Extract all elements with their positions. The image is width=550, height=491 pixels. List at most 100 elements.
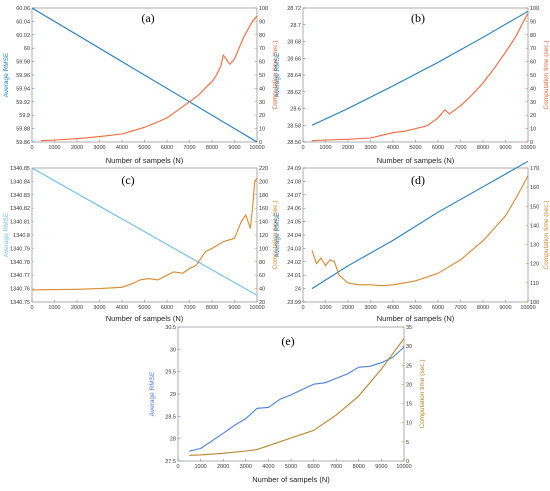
x-tick-label: 8000 [477, 145, 489, 151]
y-left-tick-label: 28.68 [287, 40, 301, 46]
x-tick-label: 0 [176, 464, 179, 470]
chart-d: 0 1000 2000 3000 4000 5000 6000 7000 8000 9000 100… [274, 160, 550, 323]
x-tick-label: 6000 [432, 145, 444, 151]
y-right-tick-label: 140 [259, 220, 268, 226]
y-left-tick-label: 1340.76 [10, 287, 30, 293]
x-tick-label: 1000 [319, 145, 331, 151]
y-left-tick-label: 29.5 [165, 370, 176, 376]
y-right-tick-label: 0 [406, 459, 409, 465]
panel-label: (a) [141, 11, 154, 25]
series-line-rmse [311, 10, 529, 126]
series-line-rmse [189, 346, 405, 452]
y-left-axis-label: Average RMSE [274, 212, 281, 257]
x-tick-label: 7000 [454, 305, 466, 311]
y-right-tick-label: 160 [530, 185, 539, 191]
x-tick-label: 3000 [93, 305, 105, 311]
y-right-tick-label: 200 [259, 179, 268, 185]
x-axis-label: Number of sampels (N) [377, 314, 455, 323]
x-tick-label: 7000 [454, 145, 466, 151]
series-line-computation-time [311, 175, 529, 287]
series-line-rmse [31, 167, 258, 296]
y-left-tick-label: 28.62 [287, 90, 301, 96]
y-left-tick-label: 1340.79 [10, 246, 30, 252]
x-tick-label: 9000 [375, 464, 387, 470]
x-tick-label: 4000 [387, 305, 399, 311]
y-left-tick-label: 28.56 [287, 140, 301, 146]
y-right-axis-label: Computation time (sec.) [272, 201, 279, 270]
y-right-tick-label: 60 [259, 60, 265, 66]
y-left-tick-label: 59.98 [16, 60, 30, 66]
x-tick-label: 10000 [520, 305, 535, 311]
x-tick-label: 4000 [387, 145, 399, 151]
chart-e: 0 1000 2000 3000 4000 5000 6000 7000 8000 9000 100… [149, 325, 426, 484]
y-right-tick-label: 90 [530, 19, 536, 25]
x-tick-label: 0 [301, 305, 304, 311]
y-right-tick-label: 170 [530, 166, 539, 172]
chart-b: 0 1000 2000 3000 4000 5000 6000 7000 8000 9000 100… [274, 6, 550, 165]
y-right-tick-label: 130 [530, 243, 539, 249]
x-tick-label: 5000 [138, 305, 150, 311]
x-tick-label: 4000 [116, 145, 128, 151]
x-tick-label: 4000 [116, 305, 128, 311]
y-left-tick-label: 28.5 [165, 414, 176, 420]
y-right-tick-label: 30 [406, 344, 412, 350]
y-right-axis-label: Computation time (sec.) [543, 41, 550, 110]
y-right-tick-label: 20 [530, 113, 536, 119]
x-tick-label: 7000 [183, 145, 195, 151]
x-tick-label: 2000 [71, 145, 83, 151]
x-tick-label: 3000 [364, 145, 376, 151]
y-right-tick-label: 20 [259, 300, 265, 306]
y-right-tick-label: 40 [259, 287, 265, 293]
y-right-tick-label: 0 [530, 140, 533, 146]
y-left-tick-label: 59.96 [16, 73, 30, 79]
x-axis-label: Number of sampels (N) [106, 156, 184, 165]
x-tick-label: 5000 [285, 464, 297, 470]
x-tick-label: 2000 [342, 305, 354, 311]
panel-label: (c) [121, 173, 134, 187]
chart-c: 0 1000 2000 3000 4000 5000 6000 7000 8000 9000 100… [3, 166, 279, 323]
y-left-tick-label: 30.5 [165, 325, 176, 331]
y-left-tick-label: 24.02 [287, 260, 301, 266]
panel-label: (b) [411, 11, 425, 25]
x-tick-label: 3000 [364, 305, 376, 311]
y-right-tick-label: 150 [530, 204, 539, 210]
y-left-tick-label: 59.88 [16, 127, 30, 133]
x-axis-label: Number of sampels (N) [377, 156, 455, 165]
y-left-tick-label: 1340.83 [10, 193, 30, 199]
y-left-tick-label: 59.92 [16, 100, 30, 106]
y-right-tick-label: 80 [259, 260, 265, 266]
x-tick-label: 3000 [93, 145, 105, 151]
x-axis-label: Number of sampels (N) [252, 475, 330, 484]
y-right-tick-label: 50 [530, 73, 536, 79]
panel-label: (e) [281, 334, 294, 348]
x-tick-label: 7000 [183, 305, 195, 311]
y-right-tick-label: 50 [259, 73, 265, 79]
series-line-computation-time [189, 338, 405, 456]
x-tick-label: 2000 [342, 145, 354, 151]
x-axis-label: Number of sampels (N) [106, 314, 184, 323]
y-right-tick-label: 100 [259, 6, 268, 12]
x-tick-label: 10000 [520, 145, 535, 151]
y-left-tick-label: 24.08 [287, 179, 301, 185]
y-right-tick-label: 70 [530, 46, 536, 52]
y-right-tick-label: 10 [406, 421, 412, 427]
x-tick-label: 0 [30, 305, 33, 311]
y-right-tick-label: 20 [259, 113, 265, 119]
y-left-tick-label: 24.03 [287, 246, 301, 252]
x-tick-label: 6000 [161, 145, 173, 151]
y-left-tick-label: 28.6 [290, 107, 301, 113]
y-left-tick-label: 24.05 [287, 220, 301, 226]
x-tick-label: 4000 [262, 464, 274, 470]
x-tick-label: 8000 [477, 305, 489, 311]
y-left-tick-label: 1340.8 [13, 233, 30, 239]
y-right-axis-label: Computation time (sec.) [543, 201, 550, 270]
y-right-tick-label: 120 [530, 262, 539, 268]
y-right-tick-label: 120 [259, 233, 268, 239]
x-tick-label: 5000 [409, 145, 421, 151]
y-left-tick-label: 60 [24, 46, 30, 52]
y-right-tick-label: 15 [406, 402, 412, 408]
x-tick-label: 10000 [249, 305, 264, 311]
x-tick-label: 8000 [206, 305, 218, 311]
y-right-tick-label: 60 [530, 60, 536, 66]
